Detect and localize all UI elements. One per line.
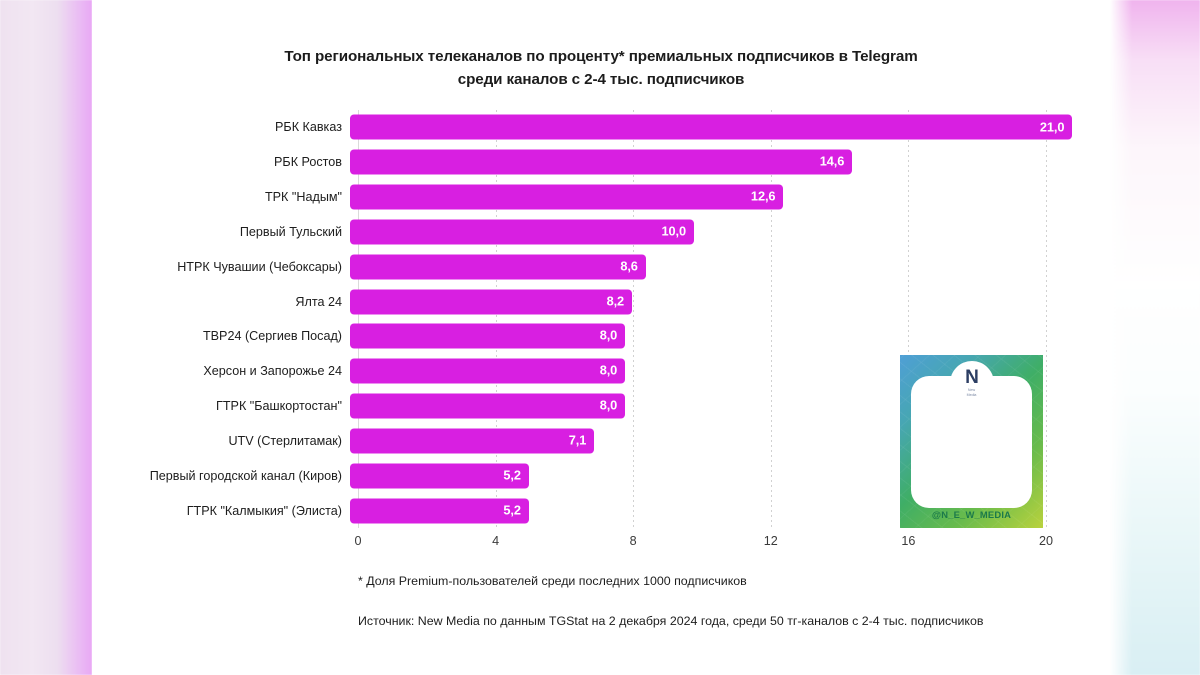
bar-row: ГТРК "Калмыкия" (Элиста) 5,2 xyxy=(92,493,1110,528)
chart-panel: Топ региональных телеканалов по проценту… xyxy=(92,0,1110,675)
bar[interactable]: 8,6 xyxy=(350,254,646,280)
bar-track: 8,0 xyxy=(350,319,1110,354)
bar-track: 14,6 xyxy=(350,145,1110,180)
bar-track: 12,6 xyxy=(350,180,1110,215)
bar-row: ТВР24 (Сергиев Посад) 8,0 xyxy=(92,319,1110,354)
bar-track: 8,2 xyxy=(350,284,1110,319)
bar-row: Первый Тульский 10,0 xyxy=(92,214,1110,249)
telegram-handle: @N_E_W_MEDIA xyxy=(931,509,1012,520)
decorative-right-edge xyxy=(1110,0,1200,675)
bar-row: Первый городской канал (Киров) 5,2 xyxy=(92,458,1110,493)
bar-row: ГТРК "Башкортостан" 8,0 xyxy=(92,389,1110,424)
x-tick-label: 8 xyxy=(629,534,637,548)
bar-value-label: 7,1 xyxy=(568,432,587,448)
category-label: ГТРК "Калмыкия" (Элиста) xyxy=(186,503,342,518)
logo-brand: New Media xyxy=(967,388,977,397)
bar[interactable]: 8,0 xyxy=(350,323,626,349)
bar-track: 8,0 xyxy=(350,354,1110,389)
bar[interactable]: 14,6 xyxy=(350,149,853,175)
footnote-source: Источник: New Media по данным TGStat на … xyxy=(358,614,984,628)
bar-value-label: 8,2 xyxy=(606,293,625,309)
bar-row: НТРК Чувашии (Чебоксары) 8,6 xyxy=(92,249,1110,284)
bar-track: 7,1 xyxy=(350,423,1110,458)
bar-track: 5,2 xyxy=(350,493,1110,528)
gridline xyxy=(908,110,910,528)
category-label: ТРК "Надым" xyxy=(264,190,342,205)
category-label: Первый городской канал (Киров) xyxy=(149,468,342,483)
bar-value-label: 10,0 xyxy=(661,223,686,239)
bar[interactable]: 21,0 xyxy=(350,114,1073,140)
bar-value-label: 12,6 xyxy=(750,188,776,204)
gridline xyxy=(633,110,635,528)
plot-area: РБК Кавказ 21,0 РБК Ростов 14,6 ТРК "Надым" 1… xyxy=(92,0,1110,675)
gridline xyxy=(495,110,497,528)
bar[interactable]: 8,2 xyxy=(350,289,633,315)
bar-value-label: 5,2 xyxy=(503,467,521,483)
bar-row: Херсон и Запорожье 24 8,0 xyxy=(92,354,1110,389)
bar[interactable]: 10,0 xyxy=(350,219,694,245)
x-tick-label: 0 xyxy=(354,534,362,548)
bar-value-label: 14,6 xyxy=(819,153,845,169)
bar-track: 8,6 xyxy=(350,249,1110,284)
bar-track: 10,0 xyxy=(350,214,1110,249)
footnote-methodology: * Доля Premium-пользователей среди после… xyxy=(358,574,747,588)
chart-title-line1: Топ региональных телеканалов по проценту… xyxy=(284,48,918,65)
chart-title-line2: среди каналов с 2-4 тыс. подписчиков xyxy=(457,71,745,88)
bar-row: ТРК "Надым" 12,6 xyxy=(92,180,1110,215)
x-tick-label: 12 xyxy=(763,534,778,548)
bar-value-label: 8,0 xyxy=(599,397,618,413)
logo-brand-line2: Media xyxy=(966,392,977,397)
bar-value-label: 8,0 xyxy=(599,362,618,378)
bar-track: 8,0 xyxy=(350,389,1110,424)
category-label: РБК Ростов xyxy=(274,155,342,170)
bar[interactable]: 8,0 xyxy=(350,393,626,419)
chart-title: Топ региональных телеканалов по проценту… xyxy=(92,45,1110,91)
bar[interactable]: 5,2 xyxy=(350,498,529,524)
bar-track: 21,0 xyxy=(350,110,1110,145)
category-label: Первый Тульский xyxy=(239,224,342,239)
category-label: ТВР24 (Сергиев Посад) xyxy=(202,329,342,344)
category-label: UTV (Стерлитамак) xyxy=(228,433,342,448)
bar[interactable]: 8,0 xyxy=(350,358,626,384)
bar-row: РБК Кавказ 21,0 xyxy=(92,110,1110,145)
bar-track: 5,2 xyxy=(350,458,1110,493)
bar[interactable]: 12,6 xyxy=(350,184,784,210)
logo-brand-line1: New xyxy=(967,388,976,393)
bar[interactable]: 7,1 xyxy=(350,428,595,454)
gridline xyxy=(358,110,359,528)
category-label: ГТРК "Башкортостан" xyxy=(216,399,342,414)
category-label: НТРК Чувашии (Чебоксары) xyxy=(177,259,342,274)
x-tick-label: 4 xyxy=(492,534,500,548)
bar-row: UTV (Стерлитамак) 7,1 xyxy=(92,423,1110,458)
x-gridlines xyxy=(358,110,1047,528)
logo-monogram: N xyxy=(965,367,979,389)
bar-row: Ялта 24 8,2 xyxy=(92,284,1110,319)
bar-value-label: 5,2 xyxy=(503,502,521,518)
x-tick-label: 16 xyxy=(901,534,916,548)
new-media-logo: N New Media xyxy=(949,361,994,405)
bar-value-label: 8,0 xyxy=(599,327,618,343)
bar[interactable]: 5,2 xyxy=(350,463,529,489)
gridline xyxy=(1046,110,1047,528)
bar-row: РБК Ростов 14,6 xyxy=(92,145,1110,180)
category-label: Херсон и Запорожье 24 xyxy=(203,364,342,379)
gridline xyxy=(770,110,772,528)
bar-rows: РБК Кавказ 21,0 РБК Ростов 14,6 ТРК "Надым" 1… xyxy=(92,110,1110,528)
bar-value-label: 21,0 xyxy=(1039,119,1065,134)
decorative-left-edge xyxy=(0,0,92,675)
x-tick-label: 20 xyxy=(1038,534,1054,548)
category-label: РБК Кавказ xyxy=(275,120,342,135)
bar-value-label: 8,6 xyxy=(620,258,638,274)
x-axis: 0 4 8 12 16 20 xyxy=(354,528,1053,554)
category-label: Ялта 24 xyxy=(295,294,342,309)
promo-qr-card[interactable]: N New Media @N_E_W_MEDIA xyxy=(900,355,1043,528)
